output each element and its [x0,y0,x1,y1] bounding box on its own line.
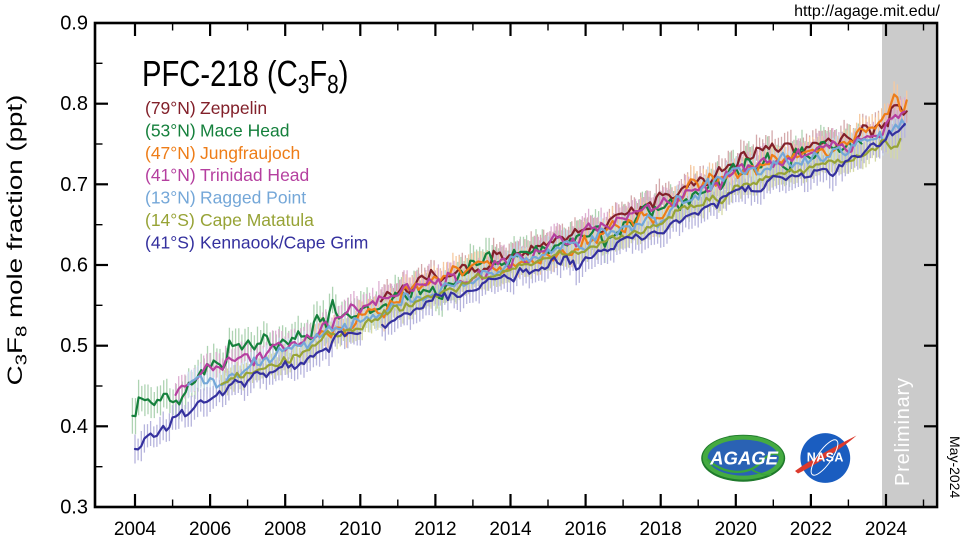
svg-text:2018: 2018 [640,519,682,540]
svg-text:2016: 2016 [564,519,606,540]
svg-text:(47°N): (47°N) [145,143,196,163]
svg-text:2022: 2022 [790,519,832,540]
svg-text:Trinidad Head: Trinidad Head [200,165,309,185]
svg-text:Jungfraujoch: Jungfraujoch [200,143,300,163]
svg-text:2024: 2024 [865,519,908,540]
svg-text:0.5: 0.5 [60,335,88,357]
svg-text:Mace Head: Mace Head [200,120,290,140]
svg-text:2008: 2008 [264,519,306,540]
svg-text:C3F8 mole fraction (ppt): C3F8 mole fraction (ppt) [4,95,30,386]
svg-text:(41°N): (41°N) [145,165,196,185]
svg-text:NASA: NASA [807,451,844,465]
svg-text:0.7: 0.7 [60,174,88,196]
svg-text:2004: 2004 [114,519,157,540]
svg-text:2010: 2010 [339,519,381,540]
svg-text:(41°S): (41°S) [145,232,195,252]
svg-text:(79°N): (79°N) [145,98,196,118]
svg-text:2014: 2014 [489,519,532,540]
svg-text:0.9: 0.9 [60,13,88,35]
svg-text:Preliminary: Preliminary [892,377,914,486]
svg-text:http://agage.mit.edu/: http://agage.mit.edu/ [794,3,940,20]
svg-text:(53°N): (53°N) [145,120,196,140]
svg-text:0.8: 0.8 [60,93,88,115]
svg-text:0.6: 0.6 [60,255,88,277]
svg-text:0.4: 0.4 [60,416,88,438]
svg-text:May-2024: May-2024 [947,436,960,498]
svg-text:0.3: 0.3 [60,497,88,519]
svg-text:(14°S): (14°S) [145,210,195,230]
svg-text:2020: 2020 [715,519,757,540]
svg-text:PFC-218 (C3F8): PFC-218 (C3F8) [142,54,348,99]
svg-text:Zeppelin: Zeppelin [200,98,267,118]
svg-text:Kennaook/Cape Grim: Kennaook/Cape Grim [200,232,368,252]
svg-text:Ragged Point: Ragged Point [200,188,306,208]
svg-text:2012: 2012 [414,519,456,540]
svg-text:(13°N): (13°N) [145,188,196,208]
svg-text:Cape Matatula: Cape Matatula [200,210,314,230]
svg-text:AGAGE: AGAGE [709,448,779,469]
svg-text:2006: 2006 [189,519,231,540]
